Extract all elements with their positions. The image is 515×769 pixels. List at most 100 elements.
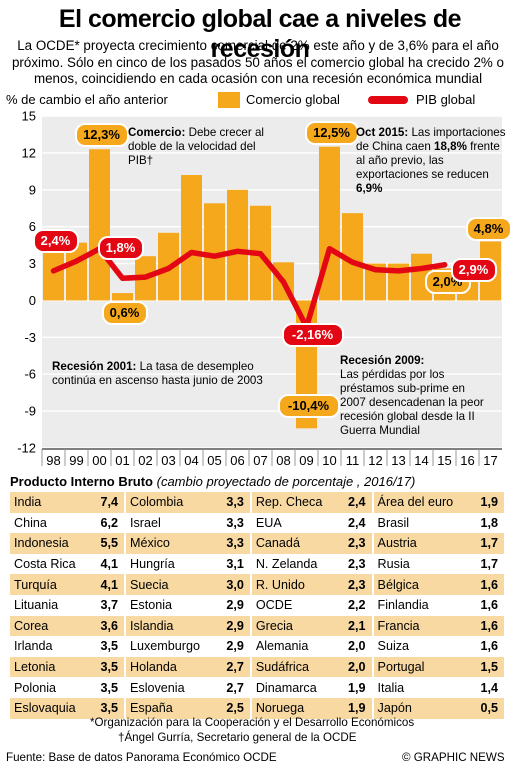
country-gdp-value: 2,9 xyxy=(217,615,252,637)
country-gdp-value: 6,2 xyxy=(91,512,126,534)
country-gdp-value: 3,3 xyxy=(217,512,252,534)
country-name: Polonia xyxy=(10,677,92,698)
y-tick-label: 0 xyxy=(29,293,36,308)
gdp-table-row: Eslovaquia 3,5 España 2,5 Noruega 1,9 Japón 0,5 xyxy=(10,697,506,719)
x-tick-label: 08 xyxy=(276,453,290,468)
country-gdp-value: 4,1 xyxy=(91,553,126,575)
country-name: Colombia xyxy=(126,492,218,513)
country-name: India xyxy=(10,492,92,513)
x-tick-label: 13 xyxy=(391,453,405,468)
annotation-oct-2015: Oct 2015: Las importaciones de China cae… xyxy=(356,126,506,195)
country-name: Corea xyxy=(10,615,92,637)
trade-bar xyxy=(227,189,248,301)
country-name: OCDE xyxy=(251,594,340,616)
country-gdp-value: 3,5 xyxy=(91,636,126,657)
y-tick-label: -12 xyxy=(17,441,36,456)
country-name: Noruega xyxy=(251,697,340,719)
gdp-table-row: Turquía 4,1 Suecia 3,0 R. Unido 2,3 Bélgica 1,6 xyxy=(10,574,506,595)
country-name: Eslovenia xyxy=(126,677,218,698)
page-subtitle: La OCDE* proyecta crecimiento comercial … xyxy=(11,38,505,86)
trade-bar xyxy=(204,203,225,301)
footnote-gurria: †Ángel Gurría, Secretario general de la … xyxy=(118,731,357,744)
country-gdp-value: 1,6 xyxy=(471,636,506,657)
country-gdp-value: 2,7 xyxy=(217,677,252,698)
y-tick-label: -3 xyxy=(24,330,36,345)
country-name: Francia xyxy=(373,615,472,637)
gdp-data-label: -2,16% xyxy=(281,323,344,347)
country-gdp-value: 3,5 xyxy=(91,656,126,678)
country-name: Alemania xyxy=(251,636,340,657)
country-gdp-value: 2,3 xyxy=(339,574,374,595)
country-gdp-value: 2,3 xyxy=(339,533,374,554)
x-tick-label: 14 xyxy=(414,453,428,468)
country-gdp-value: 2,4 xyxy=(339,512,374,534)
gdp-table-row: Lituania 3,7 Estonia 2,9 OCDE 2,2 Finlandia 1,6 xyxy=(10,594,506,616)
gdp-data-label: 2,4% xyxy=(32,228,79,253)
country-name: Lituania xyxy=(10,594,92,616)
annotation-comercio: Comercio: Debe crecer al doble de la vel… xyxy=(128,126,264,167)
gdp-table-row: Corea 3,6 Islandia 2,9 Grecia 2,1 Francia 1,6 xyxy=(10,615,506,637)
y-tick-label: 9 xyxy=(29,182,36,197)
trade-bar xyxy=(342,213,363,301)
country-gdp-value: 2,9 xyxy=(217,594,252,616)
country-name: Bélgica xyxy=(373,574,472,595)
x-tick-label: 00 xyxy=(92,453,106,468)
country-name: Rusia xyxy=(373,553,472,575)
gdp-data-label: 1,8% xyxy=(97,236,144,261)
country-name: Área del euro xyxy=(373,492,472,513)
trade-bar xyxy=(365,263,386,301)
country-gdp-value: 3,0 xyxy=(217,574,252,595)
gdp-table-row: China 6,2 Israel 3,3 EUA 2,4 Brasil 1,8 xyxy=(10,512,506,534)
country-name: Israel xyxy=(126,512,218,534)
x-tick-label: 12 xyxy=(368,453,382,468)
x-tick-label: 07 xyxy=(253,453,267,468)
country-gdp-value: 2,1 xyxy=(339,615,374,637)
country-gdp-value: 5,5 xyxy=(91,533,126,554)
trade-data-label: 0,6% xyxy=(101,301,148,326)
page-title: El comercio global cae a niveles de rece… xyxy=(58,5,462,63)
country-gdp-value: 1,6 xyxy=(471,594,506,616)
trade-bar xyxy=(181,175,202,301)
y-tick-label: 12 xyxy=(22,145,36,160)
country-name: Holanda xyxy=(126,656,218,678)
country-name: Japón xyxy=(373,697,472,719)
country-gdp-value: 1,7 xyxy=(471,533,506,554)
country-name: Suecia xyxy=(126,574,218,595)
country-name: EUA xyxy=(251,512,340,534)
country-name: Canadá xyxy=(251,533,340,554)
country-gdp-value: 1,6 xyxy=(471,574,506,595)
country-name: Sudáfrica xyxy=(251,656,340,678)
country-name: Estonia xyxy=(126,594,218,616)
country-gdp-value: 3,1 xyxy=(217,553,252,575)
country-gdp-value: 3,3 xyxy=(217,492,252,513)
y-tick-label: 3 xyxy=(29,256,36,271)
country-gdp-value: 3,6 xyxy=(91,615,126,637)
country-gdp-value: 2,7 xyxy=(217,656,252,678)
y-tick-label: 6 xyxy=(29,219,36,234)
footnote-oecd: *Organización para la Cooperación y el D… xyxy=(90,716,415,729)
country-name: Austria xyxy=(373,533,472,554)
country-gdp-value: 2,0 xyxy=(339,656,374,678)
country-name: Dinamarca xyxy=(251,677,340,698)
country-name: China xyxy=(10,512,92,534)
country-name: México xyxy=(126,533,218,554)
country-gdp-value: 1,6 xyxy=(471,615,506,637)
x-tick-label: 15 xyxy=(437,453,451,468)
gdp-table-row: Letonia 3,5 Holanda 2,7 Sudáfrica 2,0 Portugal… xyxy=(10,656,506,678)
country-gdp-value: 3,5 xyxy=(91,697,126,719)
country-gdp-value: 3,5 xyxy=(91,677,126,698)
credit: © GRAPHIC NEWS xyxy=(402,751,505,764)
country-gdp-value: 1,7 xyxy=(471,553,506,575)
trade-bar xyxy=(112,293,133,301)
country-gdp-value: 2,4 xyxy=(339,492,374,513)
trade-data-label: -10,4% xyxy=(277,394,340,419)
trade-data-label: 12,3% xyxy=(74,123,129,148)
country-name: N. Zelanda xyxy=(251,553,340,575)
y-axis-label: % de cambio el año anterior xyxy=(6,92,168,107)
trade-bar xyxy=(43,247,64,301)
legend-label-trade: Comercio global xyxy=(246,92,340,107)
country-name: Rep. Checa xyxy=(251,492,340,513)
trade-data-label: 4,8% xyxy=(465,217,512,242)
x-tick-label: 02 xyxy=(138,453,152,468)
x-tick-label: 16 xyxy=(460,453,474,468)
